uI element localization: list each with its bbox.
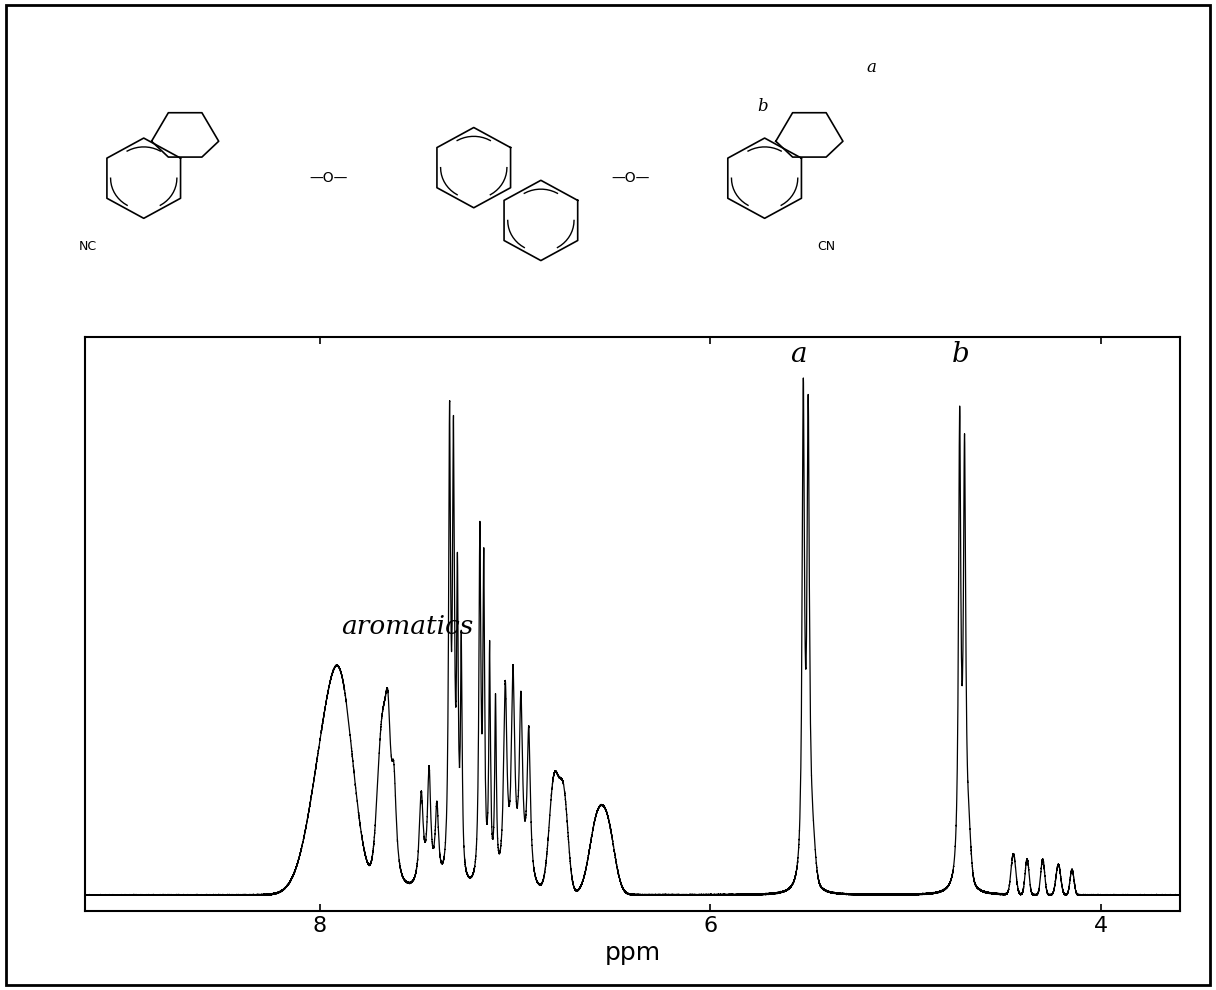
Text: NC: NC: [79, 241, 97, 253]
Text: a: a: [790, 341, 806, 367]
Text: aromatics: aromatics: [342, 614, 474, 639]
Text: —O—: —O—: [309, 171, 348, 185]
Text: —O—: —O—: [612, 171, 649, 185]
Text: b: b: [952, 341, 969, 367]
X-axis label: ppm: ppm: [604, 941, 660, 965]
Text: CN: CN: [817, 241, 835, 253]
Text: a: a: [866, 58, 876, 76]
Text: b: b: [758, 98, 767, 115]
